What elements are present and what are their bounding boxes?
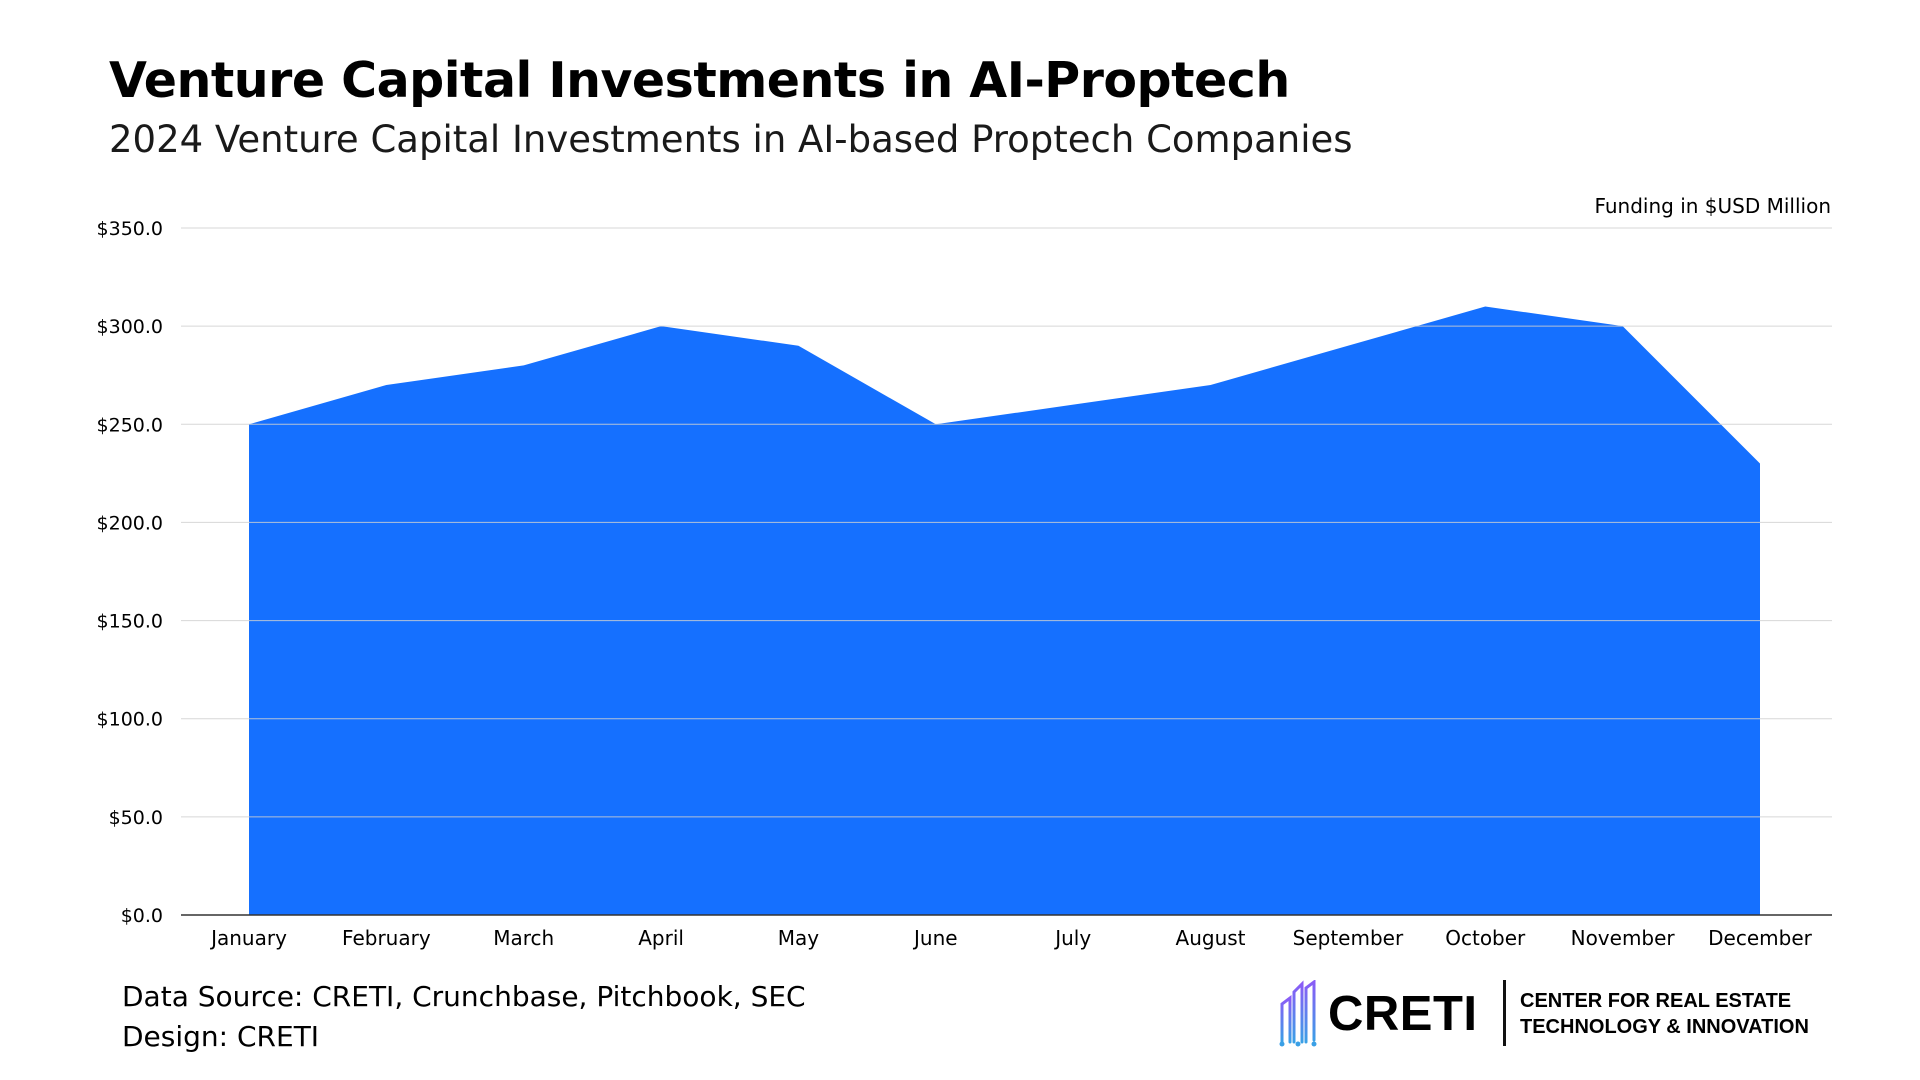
area-chart: $0.0 $50.0 $100.0 $150.0 $200.0 $250.0 $300.0 $… [97,218,1832,950]
x-tick-label: August [1176,926,1246,950]
design-credit-text: Design: CRETI [122,1020,320,1053]
chart-title: Venture Capital Investments in AI-Propte… [109,52,1290,109]
y-tick-label: $50.0 [109,807,163,829]
y-tick-label: $250.0 [97,414,163,436]
x-tick-label: December [1708,926,1812,950]
x-tick-label: October [1445,926,1526,950]
unit-note: Funding in $USD Million [1594,194,1831,218]
x-tick-label: June [912,926,958,950]
x-tick-label: May [778,926,820,950]
building-circuit-icon [1279,980,1317,1047]
y-tick-label: $0.0 [121,905,163,927]
logo-divider [1503,980,1506,1046]
creti-logo: CRETI CENTER FOR REAL ESTATE TECHNOLOGY … [1270,980,1830,1050]
x-tick-label: September [1293,926,1404,950]
x-tick-label: November [1571,926,1676,950]
x-tick-label: January [209,926,287,950]
chart-subtitle: 2024 Venture Capital Investments in AI-b… [109,118,1353,161]
y-tick-label: $200.0 [97,512,163,534]
x-tick-label: February [342,926,431,950]
data-source-text: Data Source: CRETI, Crunchbase, Pitchboo… [122,980,806,1013]
y-tick-label: $300.0 [97,316,163,338]
x-tick-label: July [1053,926,1091,950]
y-tick-label: $100.0 [97,709,163,731]
y-tick-label: $350.0 [97,218,163,240]
logo-tagline-line2: TECHNOLOGY & INNOVATION [1520,1016,1809,1038]
x-tick-label: March [493,926,554,950]
area-series [249,306,1760,915]
logo-wordmark: CRETI [1328,987,1478,1041]
y-tick-label: $150.0 [97,611,163,633]
x-tick-label: April [638,926,684,950]
logo-tagline-line1: CENTER FOR REAL ESTATE [1520,990,1792,1012]
